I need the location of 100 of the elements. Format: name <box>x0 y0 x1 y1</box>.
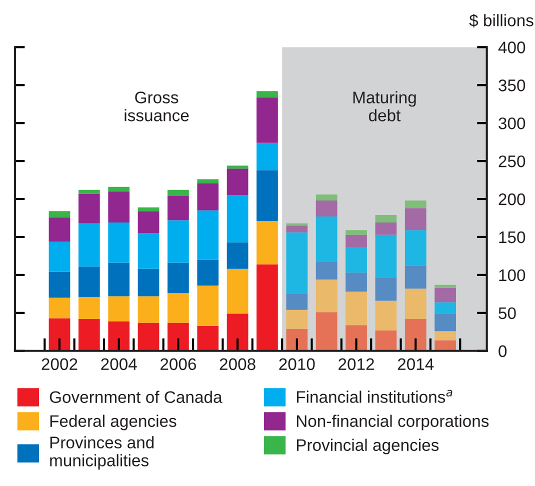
bar <box>108 191 130 223</box>
bar <box>434 288 456 302</box>
bar <box>404 230 426 266</box>
bar <box>404 266 426 289</box>
bar <box>108 186 130 192</box>
bar <box>256 264 278 351</box>
y-tick-label: 350 <box>498 80 526 92</box>
bar <box>375 234 397 278</box>
bar <box>286 294 308 310</box>
bar <box>316 216 338 262</box>
bar <box>168 262 189 294</box>
bar <box>168 196 189 220</box>
legend-label: Provinces and municipalities <box>50 436 154 470</box>
bar <box>346 292 367 326</box>
x-tick-label: 2014 <box>398 358 434 370</box>
bar <box>375 278 397 301</box>
bar <box>48 298 70 318</box>
bar <box>256 221 278 264</box>
bar <box>226 166 248 169</box>
bar <box>256 91 278 98</box>
bar <box>168 322 189 351</box>
bar <box>286 226 308 232</box>
bar <box>434 340 456 351</box>
legend-label: Provincial agencies <box>296 438 439 454</box>
bar <box>434 314 456 332</box>
bar <box>168 293 189 323</box>
bar <box>375 330 397 351</box>
bar <box>108 296 130 322</box>
bar <box>256 142 278 170</box>
bar <box>404 319 426 351</box>
bar <box>78 223 100 267</box>
bar <box>434 331 456 340</box>
bar <box>256 97 278 143</box>
bar <box>434 302 456 314</box>
bar <box>286 232 308 294</box>
bar <box>197 179 219 184</box>
x-tick-label: 2008 <box>220 358 256 370</box>
bar <box>168 220 189 263</box>
bar <box>138 211 160 234</box>
bar <box>434 284 456 288</box>
bar <box>404 288 426 319</box>
y-tick-label: 200 <box>498 193 526 206</box>
bar <box>138 207 160 212</box>
bar <box>316 280 338 312</box>
legend-label: Non-financial corporations <box>296 414 489 430</box>
y-tick-label: 100 <box>499 269 526 282</box>
x-tick-label: 2010 <box>279 358 315 370</box>
x-tick-label: 2006 <box>160 358 196 370</box>
legend-label: Financial institutions$^{a}$ <box>296 390 452 403</box>
bar <box>138 322 160 351</box>
bar <box>48 272 70 298</box>
bar <box>346 230 367 235</box>
y-tick-label: 0 <box>498 345 507 358</box>
bar <box>316 312 338 351</box>
y-axis-title: $ billions <box>469 14 534 28</box>
bar <box>346 234 367 248</box>
bar <box>316 194 338 201</box>
bar <box>226 168 248 196</box>
bar <box>346 325 367 351</box>
bar <box>316 200 338 216</box>
bar <box>78 266 100 297</box>
bar <box>108 262 130 296</box>
bar <box>226 314 248 351</box>
bar <box>197 326 219 351</box>
bar <box>346 272 367 292</box>
bar <box>78 194 100 224</box>
bar <box>138 268 160 296</box>
bar <box>138 296 160 323</box>
bar <box>108 321 130 351</box>
legend-label: Federal agencies <box>50 414 176 430</box>
y-tick-label: 150 <box>499 231 526 244</box>
bar <box>48 211 70 218</box>
bar <box>226 268 248 314</box>
bar <box>168 190 189 196</box>
bar <box>286 328 308 351</box>
bar <box>197 286 219 326</box>
y-tick-label: 50 <box>498 307 516 320</box>
y-tick-label: 250 <box>498 155 526 168</box>
bar <box>48 242 70 272</box>
bar <box>138 233 160 269</box>
bar <box>286 310 308 329</box>
bar <box>346 248 367 273</box>
band-label: Maturing debt <box>353 91 416 122</box>
bar <box>78 296 100 319</box>
bar <box>226 242 248 269</box>
bar <box>48 318 70 351</box>
bar <box>375 300 397 330</box>
bar <box>226 195 248 242</box>
bar <box>256 170 278 222</box>
bar <box>404 208 426 230</box>
x-tick-label: 2012 <box>338 358 374 370</box>
bar <box>78 190 100 194</box>
bar <box>375 214 397 223</box>
bar <box>404 200 426 208</box>
y-tick-label: 300 <box>498 117 526 130</box>
bar <box>108 222 130 263</box>
annotation: Gross issuance <box>124 92 189 122</box>
y-tick-label: 400 <box>498 42 526 54</box>
legend-label: Government of Canada <box>50 390 222 404</box>
bar <box>197 210 219 260</box>
